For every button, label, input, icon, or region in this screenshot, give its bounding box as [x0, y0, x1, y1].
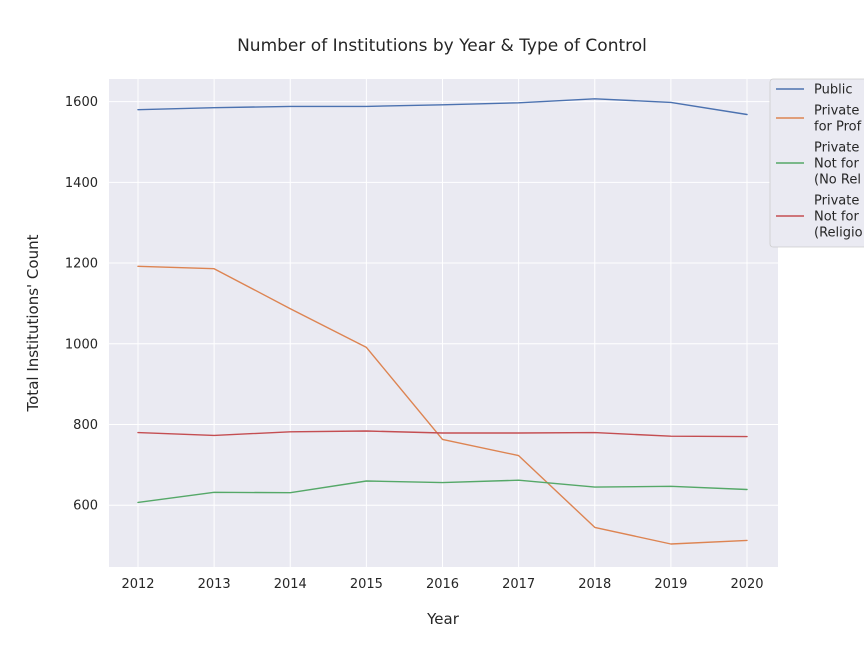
x-gridlines: [137, 79, 748, 567]
y-tick-label: 600: [73, 499, 98, 514]
legend-label-2: Private: [814, 141, 859, 156]
y-tick-label: 1200: [65, 257, 98, 272]
x-tick-label: 2015: [350, 577, 383, 592]
legend-label-2: Not for: [814, 157, 859, 172]
y-tick-label: 1400: [65, 176, 98, 191]
y-tick-label: 1600: [65, 95, 98, 110]
x-tick-label: 2018: [578, 577, 611, 592]
x-tick-label: 2013: [198, 577, 231, 592]
legend-label-3: Not for: [814, 210, 859, 225]
legend-label-1: for Prof: [814, 120, 862, 135]
legend-label-2: (No Rel: [814, 173, 861, 188]
x-axis-title: Year: [426, 610, 460, 628]
x-tick-label: 2017: [502, 577, 535, 592]
legend-label-1: Private: [814, 104, 859, 119]
y-tick-label: 1000: [65, 337, 98, 352]
legend-label-3: Private: [814, 194, 859, 209]
series-line-0: [137, 98, 748, 116]
x-tick-label: 2019: [654, 577, 687, 592]
chart-title: Number of Institutions by Year & Type of…: [237, 36, 647, 56]
legend-label-3: (Religio: [814, 226, 863, 241]
x-tick-label: 2016: [426, 577, 459, 592]
x-tick-label: 2014: [274, 577, 307, 592]
legend-label-0: Public: [814, 83, 852, 98]
legend-box: [769, 78, 864, 248]
plot-area: [109, 79, 778, 567]
x-tick-label: 2012: [121, 577, 154, 592]
x-tick-labels: 2012 2013 2014 2015 2016 2017 2018 2019 2020: [121, 577, 763, 592]
y-tick-label: 800: [73, 418, 98, 433]
x-tick-label: 2020: [730, 577, 763, 592]
y-tick-labels: 600 800 1000 1200 1400 1600: [65, 95, 98, 514]
series-line-1: [137, 265, 748, 545]
series-line-3: [137, 430, 748, 438]
series-lines: [137, 98, 748, 545]
y-axis-title: Total Institutions' Count: [24, 234, 42, 412]
series-line-2: [137, 479, 748, 504]
